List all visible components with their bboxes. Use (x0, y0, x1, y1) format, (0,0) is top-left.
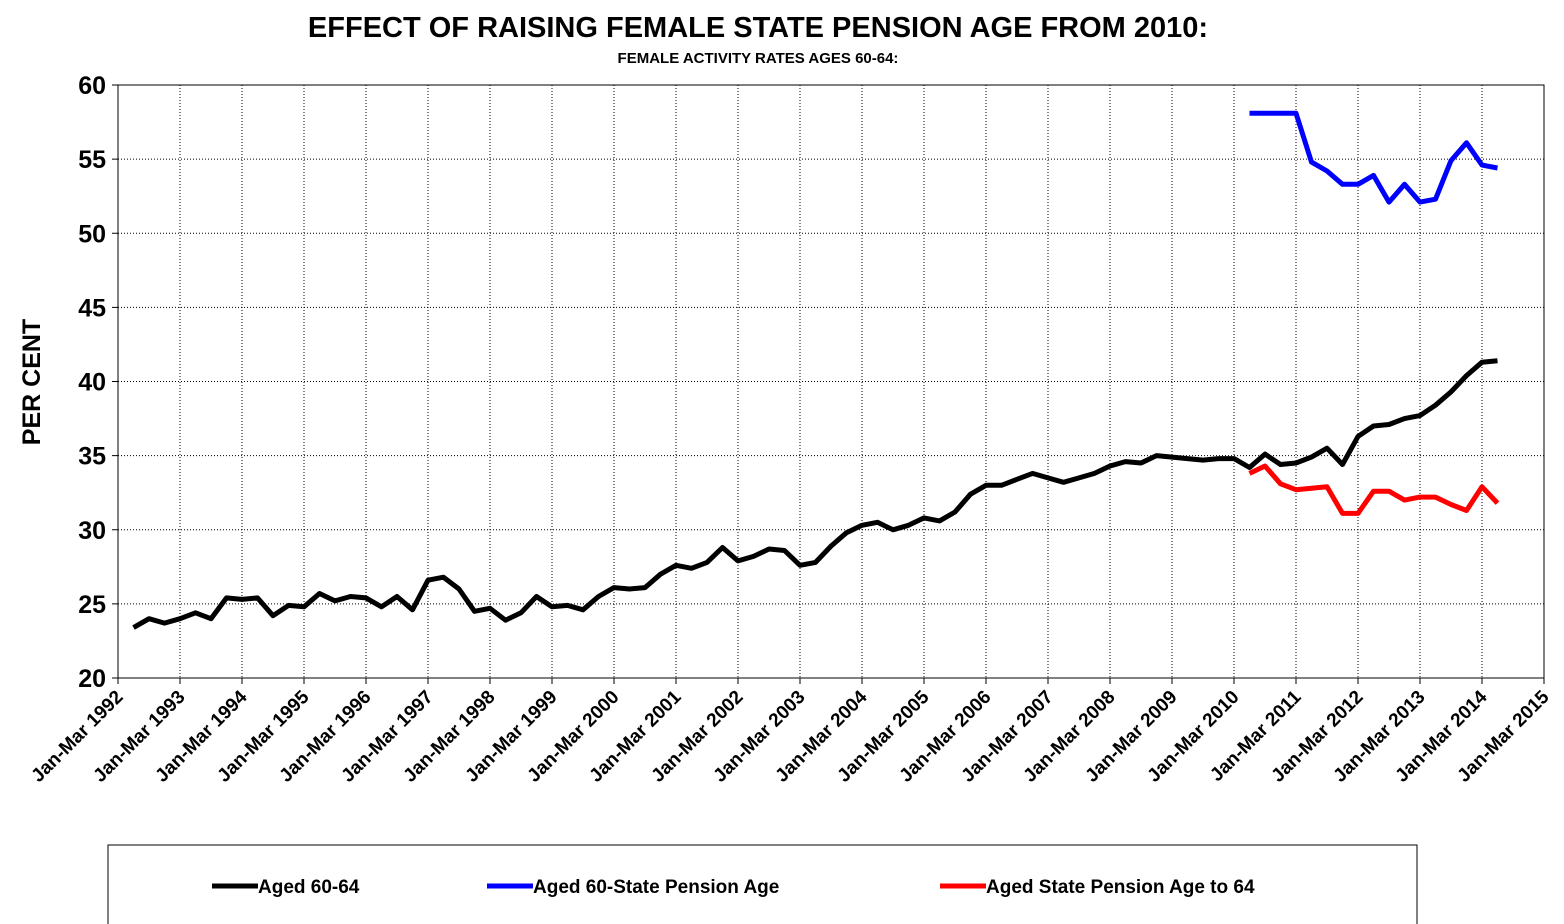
legend-label: Aged State Pension Age to 64 (986, 877, 1255, 898)
y-tick-label: 60 (78, 72, 106, 100)
chart-title: EFFECT OF RAISING FEMALE STATE PENSION A… (308, 12, 1208, 44)
plot-frame (117, 84, 1545, 679)
y-tick-label: 55 (78, 146, 106, 174)
y-tick-label: 20 (78, 665, 106, 693)
y-axis-label: PER CENT (18, 319, 46, 445)
series-line (1248, 463, 1500, 516)
y-tick-label: 35 (78, 443, 106, 471)
series-line (1249, 110, 1498, 205)
legend-label: Aged 60-State Pension Age (533, 877, 779, 898)
legend-label: Aged 60-64 (258, 877, 360, 898)
y-tick-label: 40 (78, 369, 106, 397)
chart-subtitle: FEMALE ACTIVITY RATES AGES 60-64: (618, 50, 899, 67)
legend-box (107, 844, 1418, 924)
series-line (132, 358, 1498, 630)
y-tick-label: 25 (78, 591, 106, 619)
y-tick-label: 45 (78, 294, 106, 322)
y-tick-label: 30 (78, 517, 106, 545)
y-tick-label: 50 (78, 220, 106, 248)
